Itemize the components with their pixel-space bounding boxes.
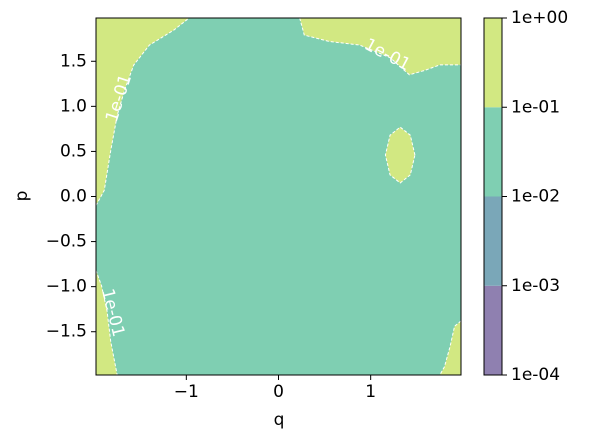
y-tick-label: 1.5 (60, 51, 87, 71)
x-tick-label: 1 (365, 382, 376, 402)
colorbar-band (484, 18, 502, 108)
colorbar-tick-label: 1e-03 (511, 276, 560, 296)
colorbar-tick-label: 1e-01 (511, 97, 560, 117)
y-tick-label: 0.0 (60, 187, 87, 207)
contour-region (439, 320, 461, 375)
colorbar-tick-label: 1e-04 (511, 365, 560, 385)
contour-region (299, 18, 461, 76)
y-axis-label: p (12, 191, 32, 202)
x-tick-label: 0 (273, 382, 284, 402)
x-tick-label: −1 (174, 382, 199, 402)
contour-region (384, 126, 416, 184)
y-tick-label: −1.5 (46, 322, 87, 342)
colorbar-tick-label: 1e-02 (511, 187, 560, 207)
contour-region (96, 18, 190, 206)
x-axis-label: q (274, 410, 285, 430)
y-tick-label: 1.0 (60, 96, 87, 116)
background-region (96, 18, 461, 375)
colorbar-tick-label: 1e+00 (511, 8, 568, 28)
y-tick-label: −0.5 (46, 232, 87, 252)
y-tick-label: −1.0 (46, 277, 87, 297)
colorbar-band (484, 107, 502, 197)
contour-region (96, 270, 118, 375)
colorbar-band (484, 285, 502, 375)
y-tick-label: 0.5 (60, 141, 87, 161)
colorbar-band (484, 196, 502, 286)
